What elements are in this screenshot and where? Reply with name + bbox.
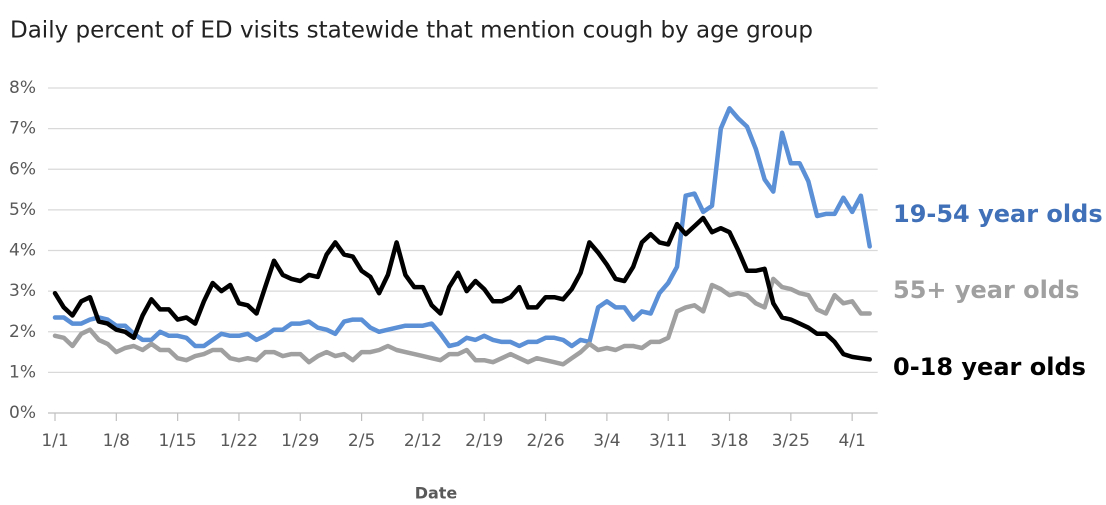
series-label: 19-54 year olds xyxy=(893,200,1103,228)
series-label: 0-18 year olds xyxy=(893,353,1086,381)
y-tick-label: 6% xyxy=(9,159,36,179)
y-tick-label: 4% xyxy=(9,241,36,261)
x-tick-label: 1/15 xyxy=(159,431,197,451)
x-tick-label: 3/11 xyxy=(649,431,687,451)
y-tick-label: 3% xyxy=(9,281,36,301)
chart-title: Daily percent of ED visits statewide tha… xyxy=(10,18,813,44)
series-line xyxy=(52,276,872,367)
x-axis-title: Date xyxy=(415,484,458,503)
y-tick-label: 0% xyxy=(9,403,36,423)
series-label: 55+ year olds xyxy=(893,276,1079,304)
y-tick-label: 2% xyxy=(9,322,36,342)
series-line xyxy=(52,106,872,349)
x-tick-label: 2/12 xyxy=(404,431,442,451)
y-tick-label: 8% xyxy=(9,78,36,98)
y-tick-label: 5% xyxy=(9,200,36,220)
x-tick-label: 1/29 xyxy=(281,431,319,451)
x-tick-label: 3/4 xyxy=(593,431,620,451)
y-tick-label: 7% xyxy=(9,119,36,139)
x-tick-label: 2/26 xyxy=(526,431,564,451)
series-line xyxy=(52,215,872,362)
x-tick-label: 3/18 xyxy=(710,431,748,451)
x-tick-label: 4/1 xyxy=(838,431,865,451)
y-tick-label: 1% xyxy=(9,362,36,382)
x-tick-label: 2/5 xyxy=(348,431,375,451)
x-tick-label: 2/19 xyxy=(465,431,503,451)
x-tick-label: 1/1 xyxy=(41,431,68,451)
x-tick-label: 1/8 xyxy=(103,431,130,451)
x-tick-label: 1/22 xyxy=(220,431,258,451)
x-tick-label: 3/25 xyxy=(772,431,810,451)
